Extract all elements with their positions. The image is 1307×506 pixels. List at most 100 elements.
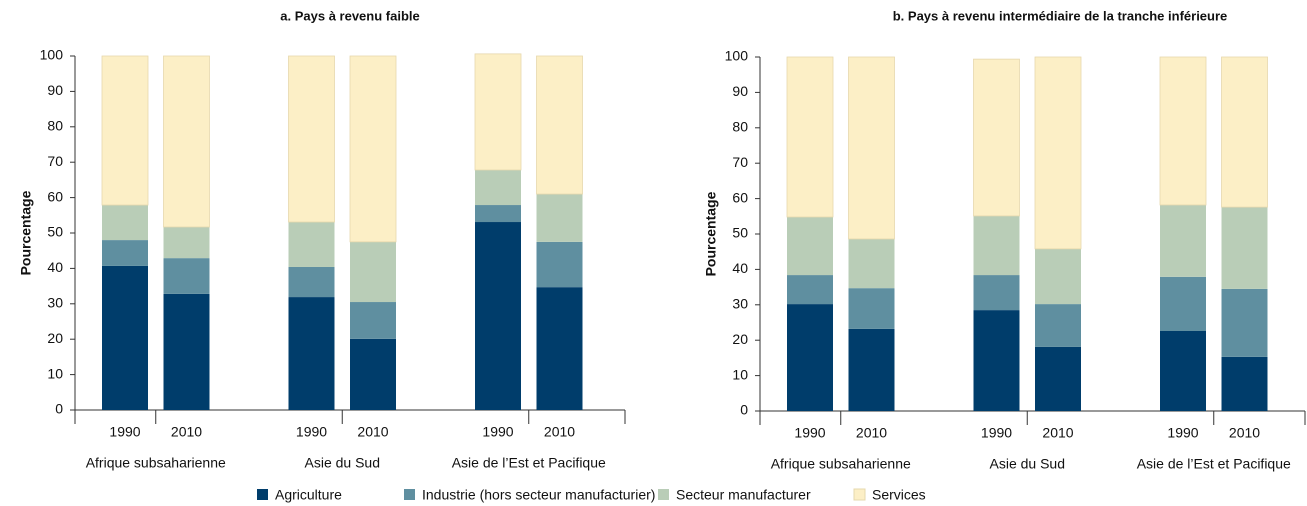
y-tick-label: 10: [47, 365, 63, 381]
y-tick-label: 40: [47, 259, 63, 275]
bar-segment: [102, 265, 148, 410]
bar-segment: [536, 55, 583, 195]
y-tick-label: 10: [732, 366, 748, 382]
x-tick-label: 2010: [357, 424, 388, 440]
bar-segment: [1160, 276, 1206, 331]
y-tick-label: 0: [55, 401, 63, 417]
bar-segment: [288, 266, 335, 298]
y-tick-label: 90: [47, 82, 63, 98]
legend-swatch: [257, 489, 268, 500]
bar-segment: [536, 241, 583, 288]
x-tick-label: 1990: [296, 424, 327, 440]
legend-label: Industrie (hors secteur manufacturier): [422, 487, 655, 503]
bar-segment: [1221, 288, 1268, 357]
bar-segment: [350, 302, 396, 339]
bar-segment: [1035, 304, 1081, 347]
y-tick-label: 70: [732, 154, 748, 170]
bar-segment: [349, 55, 397, 243]
bar-segment: [163, 258, 210, 294]
x-tick-label: 1990: [794, 425, 825, 441]
group-label: Asie de l’Est et Pacifique: [452, 455, 606, 471]
bar-segment: [1034, 56, 1082, 250]
bar-segment: [1160, 330, 1206, 411]
x-tick-label: 1990: [1167, 425, 1198, 441]
bar-segment: [848, 238, 895, 289]
bar-segment: [350, 241, 396, 303]
y-tick-label: 40: [732, 260, 748, 276]
bar-segment: [973, 275, 1020, 311]
legend-label: Agriculture: [275, 487, 342, 503]
y-tick-label: 50: [732, 225, 748, 241]
x-tick-label: 2010: [1042, 425, 1073, 441]
bar-segment: [1221, 56, 1268, 208]
bar-segment: [475, 169, 521, 206]
x-tick-label: 1990: [981, 425, 1012, 441]
bar-segment: [288, 222, 335, 267]
y-tick-label: 20: [732, 331, 748, 347]
x-tick-label: 1990: [482, 424, 513, 440]
bar-segment: [973, 310, 1020, 411]
y-tick-label: 30: [732, 296, 748, 312]
legend-swatch: [853, 488, 866, 501]
y-tick-label: 0: [740, 402, 748, 418]
bar-segment: [350, 338, 396, 410]
group-label: Asie du Sud: [305, 455, 381, 471]
x-tick-label: 2010: [544, 424, 575, 440]
bar-segment: [1159, 56, 1207, 206]
bar-segment: [475, 205, 521, 223]
y-tick-label: 90: [732, 83, 748, 99]
bar-segment: [1221, 356, 1268, 411]
x-tick-label: 2010: [856, 425, 887, 441]
bar-segment: [163, 55, 210, 228]
bar-segment: [163, 226, 210, 259]
bar-segment: [536, 194, 583, 242]
legend-swatch: [404, 489, 415, 500]
x-tick-label: 2010: [1229, 425, 1260, 441]
bar-segment: [475, 222, 521, 410]
bar-segment: [1160, 204, 1206, 277]
bar-segment: [288, 297, 335, 410]
bar-segment: [102, 205, 148, 241]
bar-segment: [102, 240, 148, 266]
bar-segment: [848, 288, 895, 329]
y-tick-label: 80: [47, 118, 63, 134]
group-label: Afrique subsaharienne: [771, 456, 911, 472]
y-tick-label: 70: [47, 153, 63, 169]
legend-label: Secteur manufacturer: [676, 487, 811, 503]
bar-segment: [536, 287, 583, 410]
y-tick-label: 100: [40, 47, 64, 63]
y-tick-label: 100: [725, 48, 749, 64]
bar-segment: [973, 215, 1020, 276]
legend-swatch: [658, 489, 669, 500]
y-tick-label: 80: [732, 119, 748, 135]
bar-segment: [1221, 207, 1268, 289]
bar-segment: [787, 304, 833, 411]
bar-segment: [848, 56, 895, 240]
group-label: Afrique subsaharienne: [86, 455, 226, 471]
y-tick-label: 60: [732, 189, 748, 205]
y-tick-label: 60: [47, 188, 63, 204]
bar-segment: [163, 293, 210, 410]
group-label: Asie du Sud: [990, 456, 1066, 472]
chart-title: a. Pays à revenu faible: [280, 8, 419, 23]
x-tick-label: 2010: [171, 424, 202, 440]
bar-segment: [787, 217, 833, 276]
bar-segment: [1035, 248, 1081, 305]
y-axis-label: Pourcentage: [703, 191, 719, 276]
chart-title: b. Pays à revenu intermédiaire de la tra…: [893, 8, 1228, 23]
legend-label: Services: [872, 487, 926, 503]
bar-segment: [786, 56, 834, 218]
y-tick-label: 30: [47, 295, 63, 311]
y-tick-label: 50: [47, 224, 63, 240]
bar-segment: [787, 275, 833, 305]
bar-segment: [288, 55, 335, 223]
y-axis-label: Pourcentage: [18, 190, 34, 275]
bar-segment: [474, 53, 522, 171]
group-label: Asie de l’Est et Pacifique: [1137, 456, 1291, 472]
x-tick-label: 1990: [109, 424, 140, 440]
bar-segment: [101, 55, 149, 206]
y-tick-label: 20: [47, 330, 63, 346]
bar-segment: [1035, 346, 1081, 411]
bar-segment: [973, 58, 1020, 217]
